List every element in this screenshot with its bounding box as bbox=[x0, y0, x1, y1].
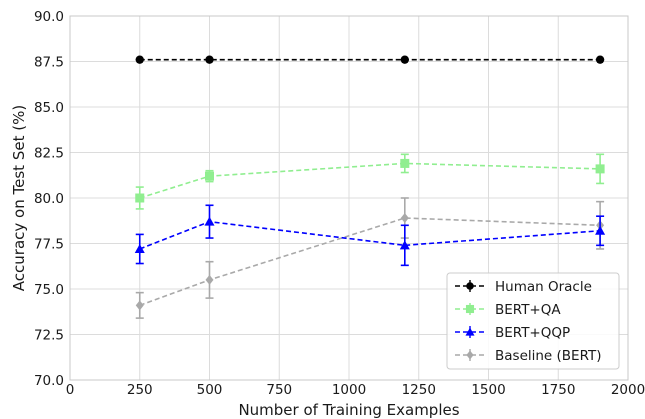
legend-item: Baseline (BERT) bbox=[455, 348, 602, 364]
x-tick-label: 500 bbox=[197, 382, 223, 398]
legend-label: BERT+QQP bbox=[495, 325, 570, 341]
data-point bbox=[205, 55, 214, 64]
x-tick-label: 1500 bbox=[471, 382, 505, 398]
series-line bbox=[139, 217, 601, 307]
legend-marker bbox=[465, 304, 475, 314]
y-axis: 70.0 72.5 75.0 77.5 80.0 82.5 85.0 87.5 90.0 bbox=[34, 9, 64, 389]
legend-item: BERT+QQP bbox=[455, 325, 570, 341]
data-point bbox=[400, 213, 409, 224]
x-tick-label: 1250 bbox=[402, 382, 436, 398]
legend-marker bbox=[466, 282, 474, 290]
series-layer bbox=[134, 55, 606, 319]
x-tick-label: 2000 bbox=[611, 382, 645, 398]
plot-frame bbox=[69, 15, 629, 381]
y-tick-label: 77.5 bbox=[34, 237, 64, 253]
data-point bbox=[205, 274, 214, 285]
legend: Human Oracle BERT+QA BERT+QQP Baseline (BER… bbox=[446, 272, 620, 370]
data-point bbox=[400, 55, 409, 64]
y-tick-label: 85.0 bbox=[34, 100, 64, 116]
legend-label: BERT+QA bbox=[495, 302, 561, 318]
data-point bbox=[595, 55, 605, 64]
x-axis-label: Number of Training Examples bbox=[238, 401, 459, 419]
legend-marker bbox=[466, 350, 474, 360]
series-human-oracle bbox=[135, 55, 605, 64]
data-point bbox=[204, 216, 215, 226]
x-tick-label: 250 bbox=[127, 382, 153, 398]
y-tick-label: 80.0 bbox=[34, 191, 64, 207]
legend-label: Human Oracle bbox=[495, 279, 592, 295]
data-point bbox=[135, 193, 145, 203]
data-point bbox=[134, 243, 145, 253]
legend-box bbox=[446, 272, 620, 370]
y-axis-label: Accuracy on Test Set (%) bbox=[10, 105, 28, 291]
data-point bbox=[205, 171, 214, 181]
y-tick-label: 70.0 bbox=[34, 373, 64, 389]
x-tick-label: 0 bbox=[66, 382, 75, 398]
y-tick-label: 90.0 bbox=[34, 9, 64, 25]
x-tick-label: 1000 bbox=[332, 382, 366, 398]
y-tick-label: 75.0 bbox=[34, 282, 64, 298]
legend-item: BERT+QA bbox=[455, 302, 561, 318]
y-tick-label: 82.5 bbox=[34, 146, 64, 162]
x-axis: 0 250 500 750 1000 1250 1500 1750 2000 bbox=[66, 382, 645, 398]
data-point bbox=[399, 240, 410, 250]
x-tick-label: 750 bbox=[266, 382, 292, 398]
series-line bbox=[139, 162, 601, 199]
data-point bbox=[400, 158, 410, 168]
y-tick-label: 87.5 bbox=[34, 55, 64, 71]
y-tick-label: 72.5 bbox=[34, 328, 64, 344]
data-point bbox=[135, 300, 144, 311]
x-tick-label: 1750 bbox=[541, 382, 575, 398]
series-bert-qa bbox=[135, 153, 605, 210]
legend-marker bbox=[465, 327, 475, 336]
series-bert-qqp bbox=[134, 204, 606, 267]
legend-item: Human Oracle bbox=[455, 279, 592, 295]
data-point bbox=[595, 225, 606, 235]
data-point bbox=[595, 164, 605, 174]
data-point bbox=[135, 55, 144, 64]
legend-label: Baseline (BERT) bbox=[495, 348, 602, 364]
series-line bbox=[139, 220, 601, 250]
